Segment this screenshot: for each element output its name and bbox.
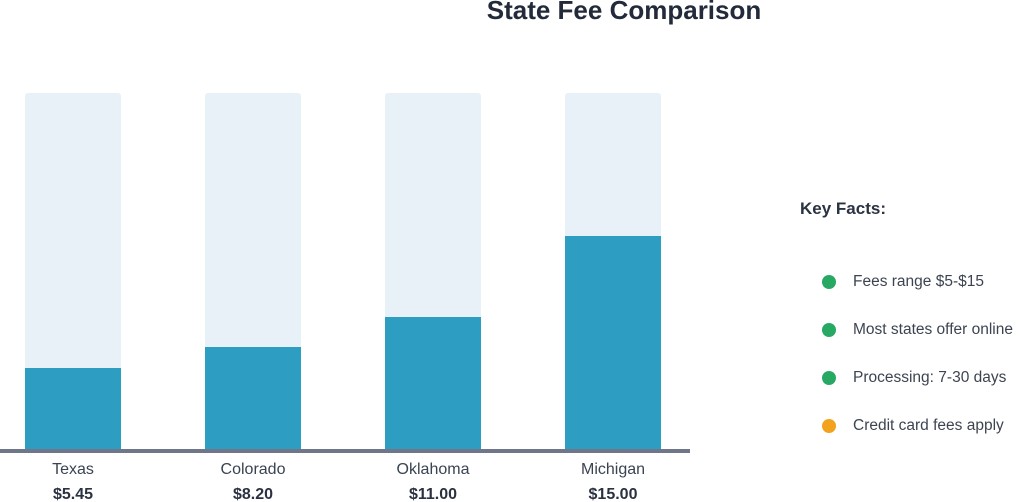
bullet-dot-icon bbox=[822, 419, 836, 433]
bar-label: Texas $5.45 bbox=[52, 461, 94, 502]
bullet-dot-icon bbox=[822, 323, 836, 337]
bar-label: Colorado $8.20 bbox=[221, 461, 286, 502]
chart-title: State Fee Comparison bbox=[486, 0, 762, 25]
bar-label: Oklahoma $11.00 bbox=[397, 461, 470, 502]
key-fact-item: Most states offer online bbox=[822, 320, 1013, 340]
bar-track bbox=[25, 93, 121, 450]
bar-category-label: Oklahoma bbox=[396, 461, 470, 478]
bar-chart: Texas $5.45 Colorado $8.20 Oklahoma $11.00 Mic… bbox=[0, 93, 690, 502]
key-fact-label: Processing: 7-30 days bbox=[853, 369, 1007, 386]
key-facts-panel: Key Facts: Fees range $5-$15 Most states … bbox=[800, 199, 1024, 434]
bar-value-label: $15.00 bbox=[588, 486, 638, 502]
bar-fill bbox=[25, 368, 121, 450]
bar-value-label: $5.45 bbox=[52, 486, 94, 502]
x-axis-line bbox=[0, 449, 690, 453]
bar-fill bbox=[205, 347, 301, 450]
bar-track bbox=[565, 93, 661, 450]
key-facts-heading: Key Facts: bbox=[800, 199, 886, 218]
key-fact-label: Fees range $5-$15 bbox=[853, 273, 984, 290]
key-fact-label: Credit card fees apply bbox=[853, 417, 1004, 434]
bar-category-label: Texas bbox=[52, 461, 94, 478]
bar-category-label: Michigan bbox=[580, 461, 646, 478]
bar-fill bbox=[565, 236, 661, 450]
key-fact-item: Fees range $5-$15 bbox=[822, 272, 984, 292]
key-fact-item: Processing: 7-30 days bbox=[822, 368, 1006, 388]
bar-track bbox=[205, 93, 301, 450]
bar-category-label: Colorado bbox=[220, 461, 286, 478]
key-fact-item: Credit card fees apply bbox=[822, 416, 1004, 436]
bar-track bbox=[385, 93, 481, 450]
key-fact-label: Most states offer online bbox=[853, 321, 1013, 338]
bar-fill bbox=[385, 317, 481, 450]
bullet-dot-icon bbox=[822, 371, 836, 385]
bar-value-label: $8.20 bbox=[232, 486, 274, 502]
bar-label: Michigan $15.00 bbox=[581, 461, 645, 502]
bar-value-label: $11.00 bbox=[408, 486, 458, 502]
bullet-dot-icon bbox=[822, 275, 836, 289]
